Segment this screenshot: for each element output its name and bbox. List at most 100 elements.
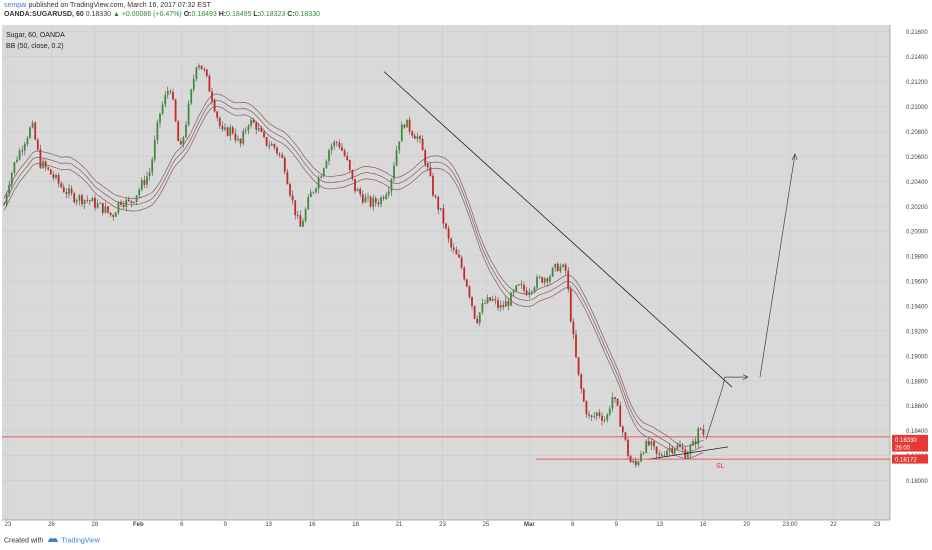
candle-12 (34, 120, 37, 141)
candle-171 (447, 225, 450, 243)
candle-body-225 (588, 414, 590, 416)
plot-area[interactable] (2, 25, 890, 520)
candle-body-216 (564, 264, 567, 271)
candle-226 (590, 414, 593, 422)
candle-body-22 (60, 183, 63, 188)
candle-91 (239, 138, 242, 148)
candle-body-83 (218, 117, 221, 126)
candle-body-70 (185, 124, 187, 137)
high-value: 0.18495 (226, 11, 252, 18)
candle-193 (504, 296, 507, 307)
candle-75 (198, 63, 200, 70)
candle-body-38 (101, 202, 104, 213)
candle-147 (385, 191, 388, 200)
candle-body-122 (320, 176, 323, 178)
candle-body-35 (94, 197, 96, 208)
price-tick-13: 0.19000 (906, 354, 928, 360)
candle-body-33 (88, 200, 91, 202)
candle-48 (127, 196, 130, 203)
candle-149 (390, 178, 393, 197)
candle-body-8 (23, 144, 26, 151)
low-label: L: (253, 11, 261, 18)
candle-72 (190, 88, 193, 105)
candle-body-200 (523, 285, 525, 291)
candle-258 (673, 448, 676, 455)
candle-body-4 (13, 162, 16, 173)
candle-body-107 (281, 154, 284, 158)
candle-221 (577, 357, 580, 377)
price-axis[interactable]: 0.21600 0.21400 0.21200 0.21000 0.20800 0.206… (889, 25, 928, 520)
candle-body-148 (387, 191, 390, 195)
candle-126 (330, 143, 333, 155)
candle-body-248 (647, 440, 650, 446)
candle-body-114 (299, 215, 302, 227)
candle-69 (182, 136, 185, 148)
candle-240 (627, 436, 629, 459)
candle-body-263 (686, 453, 689, 458)
candle-198 (517, 283, 520, 287)
candle-body-258 (673, 448, 676, 453)
candle-222 (580, 372, 583, 394)
candle-165 (432, 172, 434, 198)
candle-body-169 (442, 208, 445, 224)
price-label-bg-2 (892, 454, 928, 464)
candle-body-181 (473, 305, 476, 319)
candle-body-117 (307, 197, 310, 210)
author-link[interactable]: sempai (4, 2, 27, 9)
price-chart[interactable]: SL 0.216000.214000.212000.210000.208000.… (0, 23, 932, 533)
candle-body-110 (289, 184, 291, 196)
candle-13 (36, 137, 39, 152)
candle-body-150 (393, 165, 395, 180)
candle-144 (377, 198, 380, 208)
candle-119 (312, 191, 315, 195)
candle-6 (18, 147, 21, 161)
candles (3, 63, 705, 468)
candle-body-213 (556, 263, 559, 272)
candle-body-173 (452, 247, 455, 250)
candle-162 (424, 148, 427, 167)
tradingview-logo-icon (47, 536, 59, 545)
candle-body-26 (70, 188, 73, 194)
price-tick-1: 0.21400 (906, 55, 928, 61)
candle-body-199 (520, 284, 523, 286)
price-label-bg-0 (892, 434, 928, 444)
candle-body-15 (42, 161, 44, 168)
candle-113 (296, 211, 299, 220)
candle-59 (156, 119, 159, 145)
candle-body-2 (8, 184, 11, 194)
candle-133 (348, 159, 351, 173)
candle-173 (452, 243, 455, 254)
candle-99 (260, 125, 263, 133)
candle-body-138 (361, 194, 364, 203)
candle-body-68 (179, 141, 182, 145)
candle-33 (88, 199, 91, 206)
candle-157 (411, 130, 414, 139)
candle-256 (668, 443, 671, 456)
time-axis[interactable]: 23 26 28 Feb 6 9 13 16 18 21 23 25 Mar 6 9 13 16 20 23:00 2… (2, 519, 890, 528)
candle-20 (55, 173, 57, 181)
candle-body-257 (671, 447, 674, 453)
candle-body-88 (231, 127, 234, 134)
candle-174 (455, 246, 458, 255)
candle-136 (356, 187, 359, 192)
candle-body-145 (380, 197, 382, 205)
candle-62 (164, 91, 167, 108)
candle-266 (694, 436, 697, 449)
candle-body-91 (239, 138, 242, 144)
candle-132 (346, 152, 349, 162)
candle-body-85 (224, 127, 226, 130)
price-tick-3: 0.21000 (906, 105, 928, 111)
candle-body-239 (624, 432, 627, 440)
tradingview-link[interactable]: TradingView (61, 537, 100, 545)
candle-body-25 (68, 188, 70, 194)
change-value: ▲ +0.00086 (+0.47%) (112, 11, 182, 18)
candle-body-249 (650, 441, 653, 446)
high-label: H: (218, 11, 227, 18)
candle-109 (286, 168, 289, 185)
candle-body-151 (395, 150, 398, 166)
candle-58 (153, 135, 156, 163)
candle-body-156 (408, 119, 411, 132)
candle-148 (387, 186, 390, 198)
candle-3 (10, 171, 13, 189)
time-tick-12: Mar (524, 522, 535, 528)
